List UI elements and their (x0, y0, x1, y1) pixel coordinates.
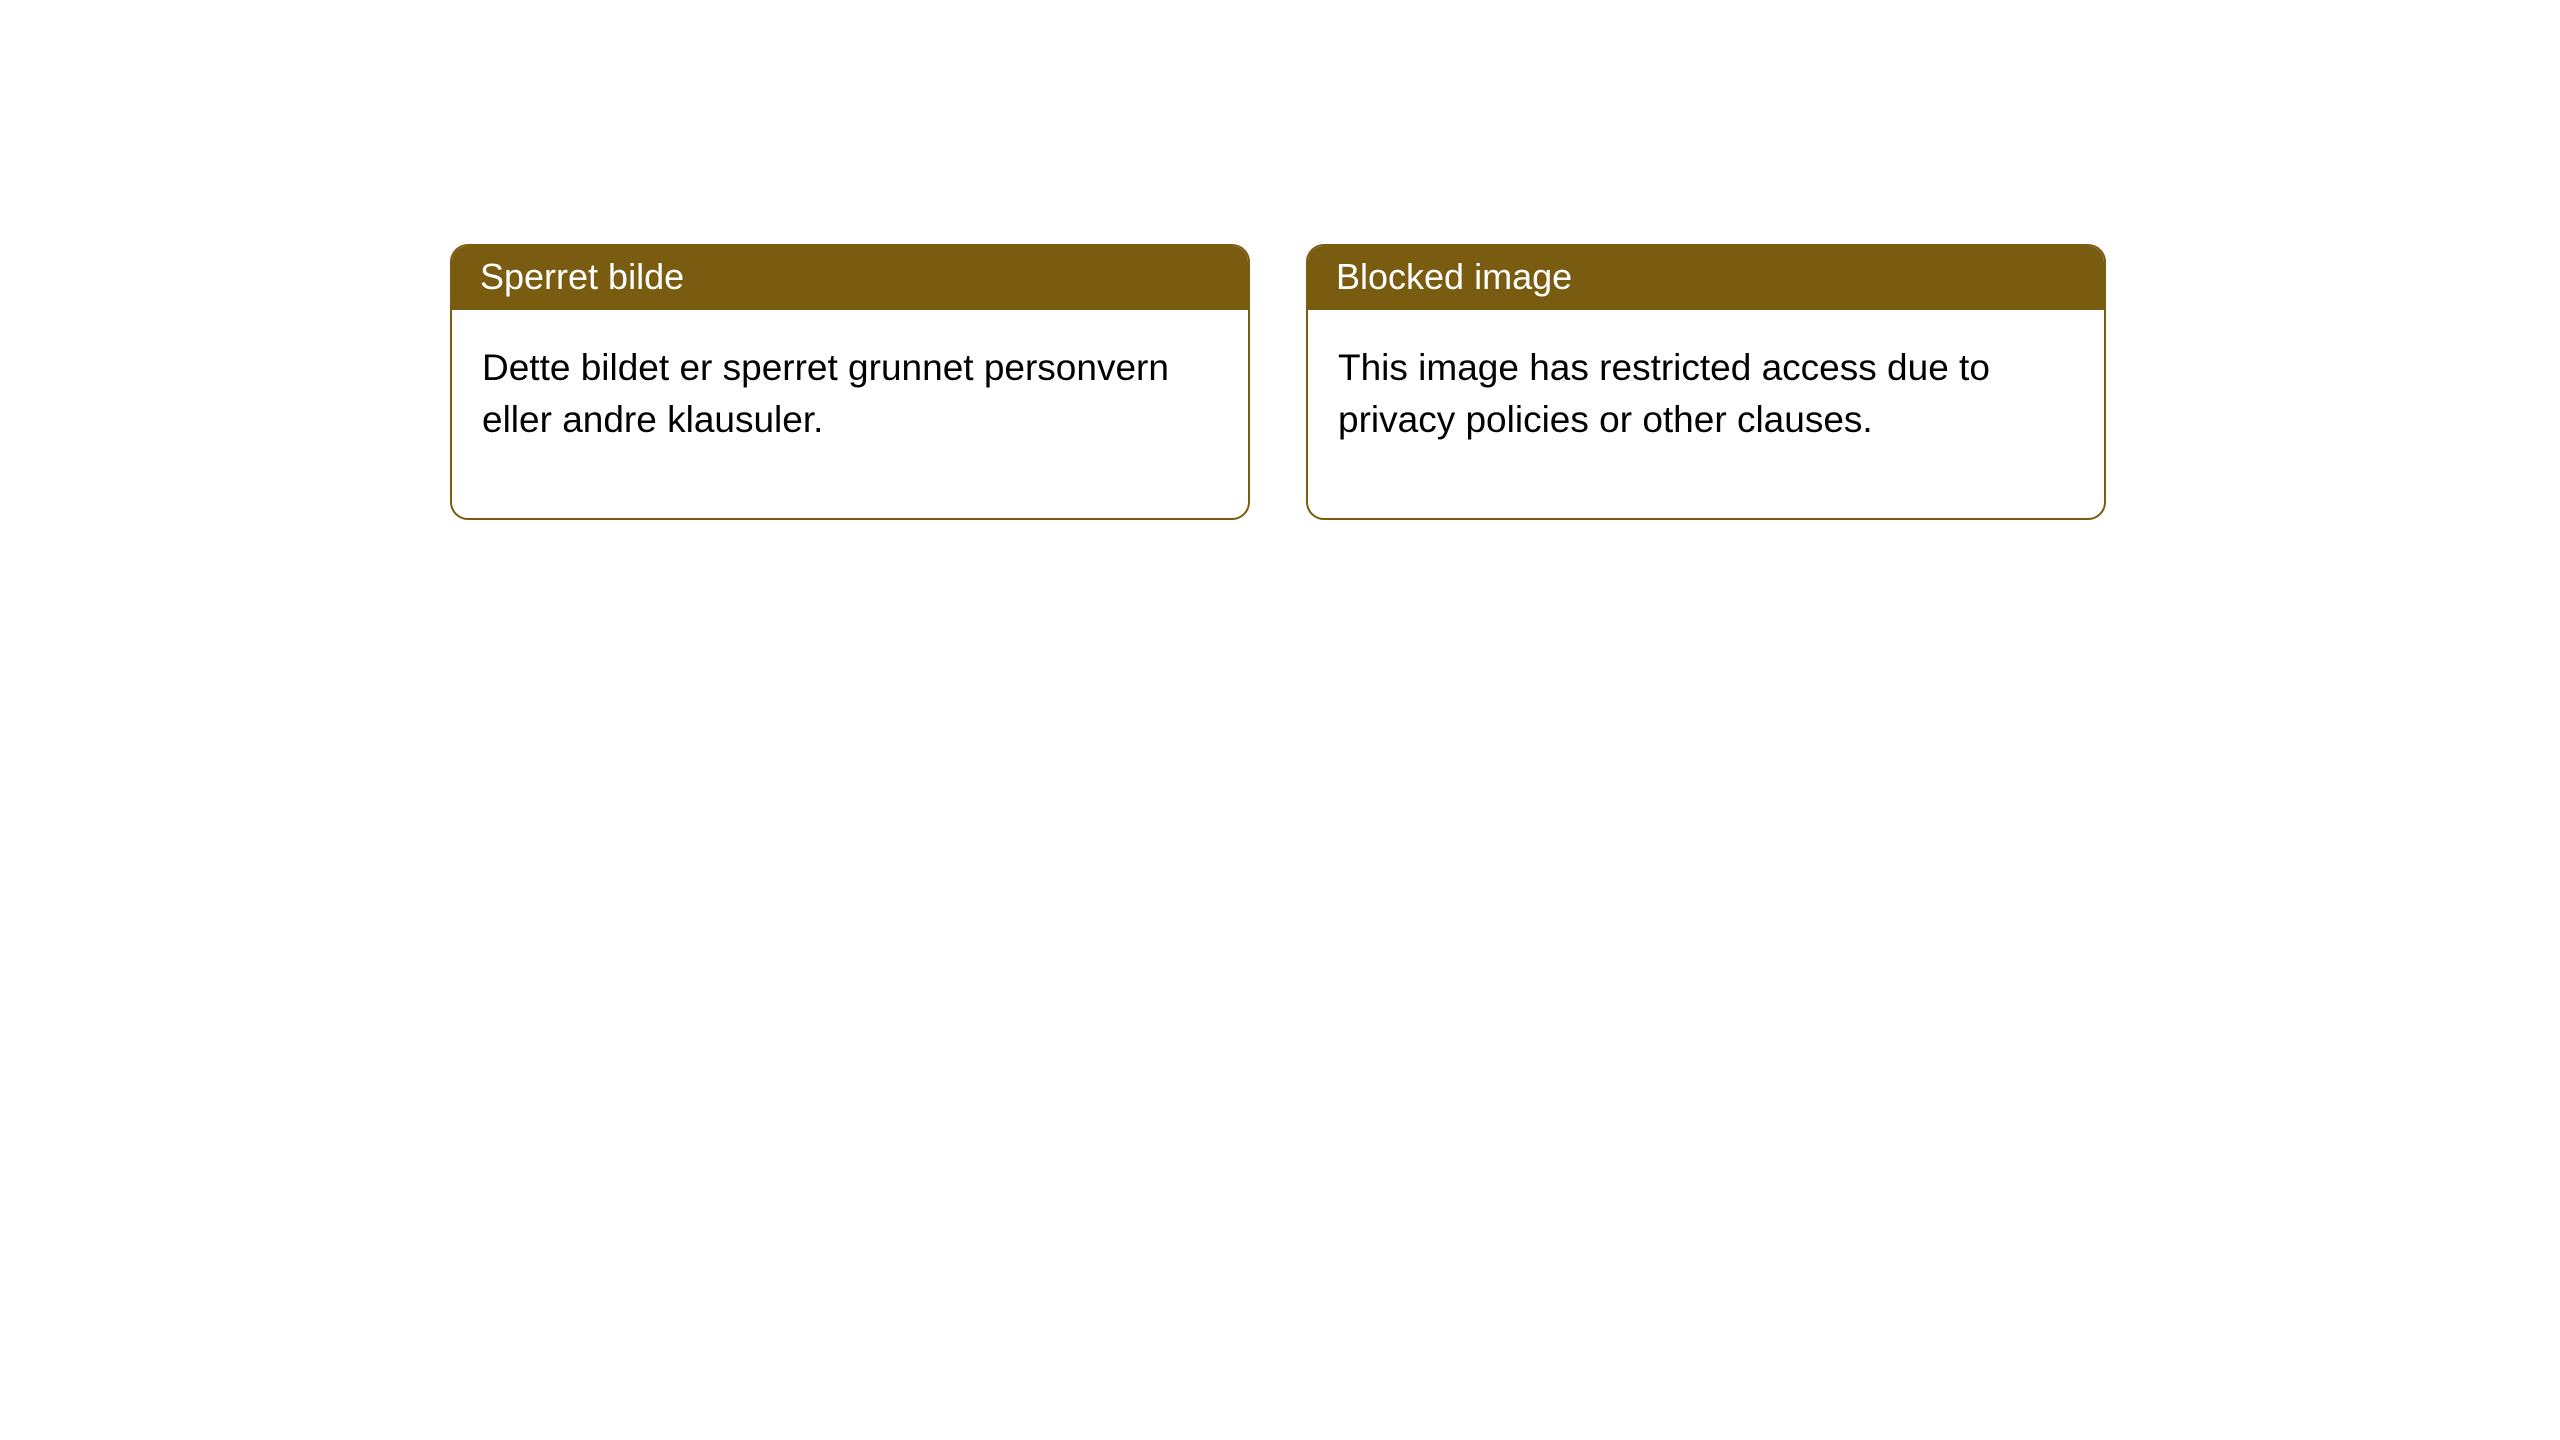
notice-card-no: Sperret bilde Dette bildet er sperret gr… (450, 244, 1250, 520)
card-header: Sperret bilde (452, 246, 1248, 310)
card-message: Dette bildet er sperret grunnet personve… (482, 347, 1169, 440)
card-header: Blocked image (1308, 246, 2104, 310)
card-body: This image has restricted access due to … (1308, 310, 2104, 518)
card-title: Blocked image (1336, 256, 1572, 297)
card-body: Dette bildet er sperret grunnet personve… (452, 310, 1248, 518)
card-message: This image has restricted access due to … (1338, 347, 1990, 440)
notice-card-en: Blocked image This image has restricted … (1306, 244, 2106, 520)
card-title: Sperret bilde (480, 256, 684, 297)
notice-container: Sperret bilde Dette bildet er sperret gr… (450, 244, 2106, 520)
